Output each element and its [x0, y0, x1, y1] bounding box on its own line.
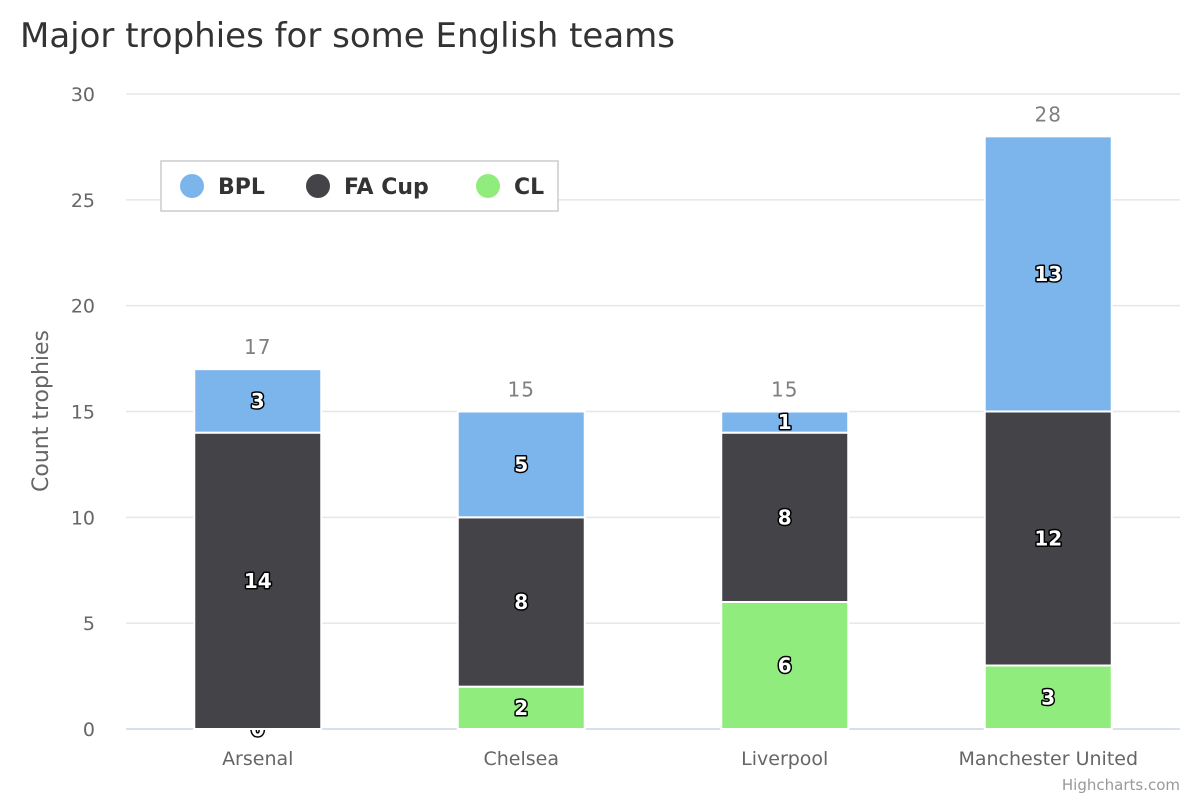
stack-total-label: 17 [244, 335, 271, 359]
x-tick-label: Arsenal [222, 748, 293, 770]
y-tick-label: 30 [71, 84, 95, 106]
bar-segment[interactable] [720, 601, 850, 730]
y-axis-ticks: 0 5 10 15 20 25 30 [71, 84, 95, 741]
legend-label: FA Cup [344, 175, 429, 200]
bar-stack[interactable]: 6 8 1 15 [720, 378, 850, 730]
x-tick-label: Manchester United [958, 748, 1138, 770]
stack-total-label: 28 [1035, 102, 1062, 126]
y-tick-label: 15 [71, 402, 95, 424]
data-label: 8 [514, 590, 528, 614]
bar-segment[interactable] [456, 516, 586, 688]
legend-label: BPL [218, 175, 265, 200]
bar-segment[interactable] [720, 410, 850, 434]
y-tick-label: 0 [83, 719, 95, 741]
data-label: 2 [514, 696, 528, 720]
legend-marker [476, 174, 500, 198]
data-label: 1 [778, 410, 792, 434]
bars: 01431728515681153121328 [193, 102, 1113, 743]
y-tick-label: 5 [83, 613, 95, 635]
legend-marker [306, 174, 330, 198]
y-tick-label: 25 [71, 190, 95, 212]
data-label: 14 [244, 569, 272, 593]
data-label: 8 [778, 505, 792, 529]
bar-stack[interactable]: 3 12 13 28 [983, 102, 1113, 730]
legend-label: CL [514, 175, 544, 200]
data-label: 13 [1034, 262, 1062, 286]
data-label: 6 [778, 654, 792, 678]
x-axis-ticks: Arsenal Chelsea Liverpool Manchester United [222, 748, 1138, 770]
bar-stack[interactable]: 2 8 5 15 [456, 378, 586, 731]
y-axis-title: Count trophies [29, 330, 54, 492]
bar-segment[interactable] [193, 368, 323, 434]
x-tick-label: Chelsea [483, 748, 559, 770]
credit-link[interactable]: Highcharts.com [1062, 776, 1180, 794]
bar-stack[interactable]: 014317 [193, 335, 323, 743]
data-label: 3 [1041, 685, 1055, 709]
data-label: 12 [1034, 527, 1062, 551]
bar-segment[interactable] [193, 431, 323, 730]
legend-item[interactable]: BPL [180, 174, 265, 200]
legend-item[interactable]: FA Cup [306, 174, 429, 200]
y-tick-label: 20 [71, 296, 95, 318]
bar-segment[interactable] [983, 135, 1113, 413]
bar-segment[interactable] [720, 431, 850, 603]
data-label: 5 [514, 452, 528, 476]
legend-marker [180, 174, 204, 198]
chart-title: Major trophies for some English teams [20, 16, 675, 56]
bar-segment[interactable] [456, 685, 586, 731]
legend-item[interactable]: CL [476, 174, 544, 200]
data-label: 3 [251, 389, 265, 413]
bar-segment[interactable] [456, 410, 586, 519]
legend: BPL FA Cup CL [160, 160, 559, 212]
y-tick-label: 10 [71, 507, 95, 529]
bar-segment[interactable] [983, 664, 1113, 730]
x-tick-label: Liverpool [741, 748, 828, 770]
stack-total-label: 15 [508, 378, 535, 402]
stack-total-label: 15 [771, 378, 798, 402]
